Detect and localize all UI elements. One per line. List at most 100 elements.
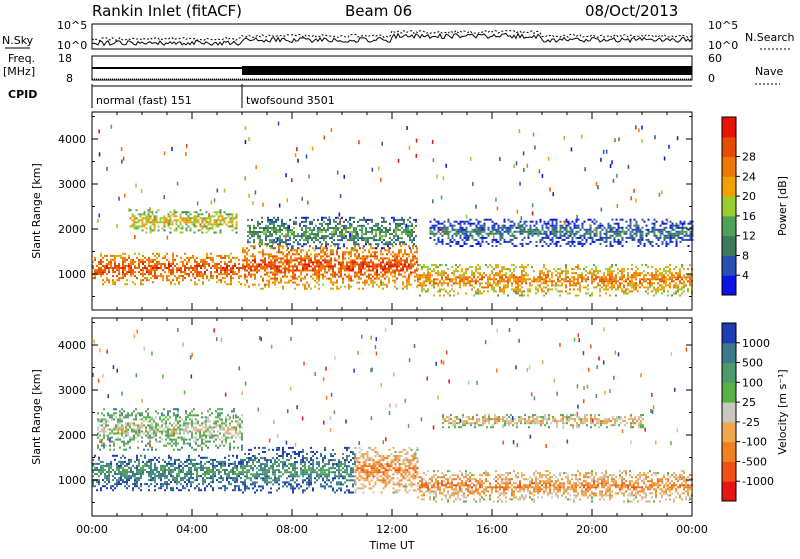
range-cell [298, 261, 300, 263]
range-cell [320, 261, 322, 263]
range-cell [202, 232, 204, 234]
range-cell [312, 278, 314, 280]
range-cell [368, 265, 370, 267]
range-cell [573, 276, 575, 278]
range-cell [124, 269, 126, 271]
range-cell [623, 290, 625, 292]
range-cell [329, 233, 331, 235]
range-cell [395, 229, 397, 231]
range-cell [309, 237, 311, 239]
range-cell [315, 247, 317, 249]
range-cell [615, 288, 617, 290]
range-cell [291, 247, 293, 249]
range-cell [414, 257, 416, 259]
range-cell [679, 280, 681, 282]
range-cell [621, 278, 623, 280]
range-cell [554, 225, 556, 227]
range-cell [657, 274, 659, 276]
range-cell [110, 463, 112, 465]
range-cell [586, 241, 588, 243]
range-cell [168, 463, 170, 465]
range-cell [224, 257, 226, 259]
range-cell [400, 263, 402, 265]
range-cell [589, 295, 591, 297]
range-cell [268, 272, 270, 274]
range-cell [489, 282, 491, 284]
range-cell [341, 231, 343, 233]
range-cell [471, 266, 473, 268]
range-cell [338, 261, 340, 263]
range-cell [360, 272, 362, 274]
range-cell [654, 233, 656, 235]
range-cell [444, 225, 446, 227]
range-cell [595, 278, 597, 280]
range-cell [204, 259, 206, 261]
range-cell [689, 284, 691, 286]
range-cell [444, 233, 446, 235]
range-cell [294, 257, 296, 259]
range-cell [134, 271, 136, 273]
range-cell [545, 292, 547, 294]
range-cell [476, 219, 478, 221]
range-cell [136, 471, 138, 473]
range-cell [689, 282, 691, 284]
nave-tick-top: 60 [708, 52, 722, 65]
range-cell [325, 229, 327, 231]
range-cell [590, 231, 592, 233]
range-cell [272, 278, 274, 280]
range-cell [461, 280, 463, 282]
range-cell [310, 259, 312, 261]
range-cell [392, 259, 394, 261]
range-cell [392, 251, 394, 253]
range-cell [262, 249, 264, 251]
range-cell [352, 270, 354, 272]
range-cell [556, 243, 558, 245]
range-cell [226, 265, 228, 267]
range-cell [354, 253, 356, 255]
range-cell [606, 241, 608, 243]
range-cell [671, 295, 673, 297]
range-cell [304, 288, 306, 290]
range-cell [136, 267, 138, 269]
range-cell [615, 276, 617, 278]
range-cell [473, 272, 475, 274]
range-cell [500, 237, 502, 239]
range-cell [575, 266, 577, 268]
range-cell [388, 268, 390, 270]
range-cell [216, 265, 218, 267]
range-cell [508, 227, 510, 229]
range-cell [296, 249, 298, 251]
range-cell [198, 213, 200, 215]
range-cell [532, 221, 534, 223]
scatter-cell [297, 159, 299, 163]
range-cell [365, 233, 367, 235]
range-cell [681, 266, 683, 268]
range-cell [218, 219, 220, 221]
range-cell [274, 284, 276, 286]
range-cell [301, 245, 303, 247]
range-cell [299, 243, 301, 245]
range-cell [635, 282, 637, 284]
range-cell [200, 267, 202, 269]
range-cell [174, 467, 176, 469]
range-cell [610, 225, 612, 227]
range-cell [100, 473, 102, 475]
range-cell [393, 217, 395, 219]
range-cell [415, 221, 417, 223]
range-cell [375, 225, 377, 227]
range-cell [286, 261, 288, 263]
range-cell [645, 286, 647, 288]
range-cell [361, 225, 363, 227]
range-cell [102, 467, 104, 469]
range-cell [554, 235, 556, 237]
range-cell [308, 265, 310, 267]
range-cell [631, 268, 633, 270]
range-cell [635, 286, 637, 288]
range-cell [396, 259, 398, 261]
range-cell [489, 274, 491, 276]
range-cell [684, 221, 686, 223]
range-cell [132, 261, 134, 263]
range-cell [282, 272, 284, 274]
range-cell [226, 273, 228, 275]
range-cell [116, 473, 118, 475]
